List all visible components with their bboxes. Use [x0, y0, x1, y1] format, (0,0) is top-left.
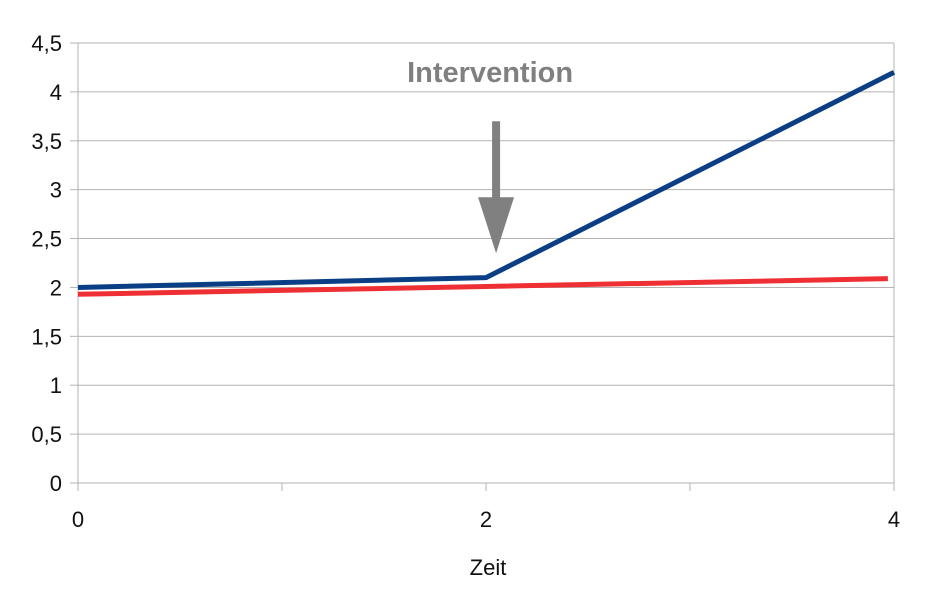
- annotation-arrow-head-0: [478, 197, 515, 254]
- y-tick-labels: 0 0,5 1 1,5 2 2,5 3 3,5 4 4,5: [31, 31, 62, 496]
- axes: [70, 42, 895, 491]
- y-tick-label-5: 2,5: [31, 227, 62, 252]
- y-tick-label-9: 4,5: [31, 31, 62, 56]
- x-tick-labels: 0 2 4: [72, 507, 900, 532]
- y-tick-label-7: 3,5: [31, 129, 62, 154]
- annotation-background-0: [380, 56, 601, 91]
- series-group: [77, 70, 896, 297]
- y-tick-label-6: 3: [50, 178, 62, 203]
- annotation-group: Intervention: [380, 56, 601, 254]
- y-tick-label-2: 1: [50, 373, 62, 398]
- y-tick-label-1: 0,5: [31, 422, 62, 447]
- x-tick-label-1: 2: [480, 507, 492, 532]
- y-tick-label-0: 0: [50, 471, 62, 496]
- x-tick-label-0: 0: [72, 507, 84, 532]
- series-line-0: [77, 70, 896, 290]
- x-tick-label-2: 4: [888, 507, 900, 532]
- x-axis-label: Zeit: [470, 555, 507, 580]
- y-tick-label-8: 4: [50, 80, 62, 105]
- grid-lines: [78, 42, 894, 435]
- y-tick-label-3: 1,5: [31, 324, 62, 349]
- annotation-label-0: Intervention: [407, 57, 573, 89]
- y-tick-label-4: 2: [50, 275, 62, 300]
